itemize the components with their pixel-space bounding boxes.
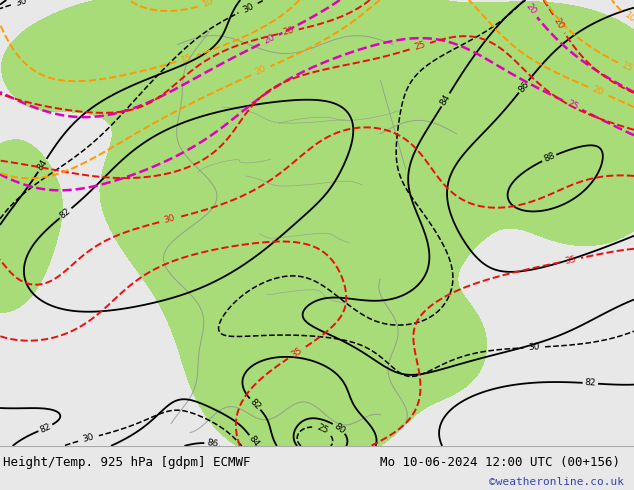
Text: 20: 20 bbox=[282, 26, 295, 37]
Text: ©weatheronline.co.uk: ©weatheronline.co.uk bbox=[489, 477, 624, 487]
Text: 15: 15 bbox=[621, 61, 634, 74]
Text: 25: 25 bbox=[566, 99, 579, 112]
Text: 25: 25 bbox=[413, 40, 427, 52]
Text: 20: 20 bbox=[524, 1, 538, 16]
Text: 35: 35 bbox=[290, 346, 304, 360]
Text: 82: 82 bbox=[58, 206, 73, 220]
Text: 35: 35 bbox=[564, 254, 577, 266]
Text: 20: 20 bbox=[262, 33, 276, 46]
Text: 80: 80 bbox=[332, 421, 347, 435]
Text: 25: 25 bbox=[316, 423, 330, 436]
Text: 20: 20 bbox=[552, 17, 566, 31]
Text: 82: 82 bbox=[39, 421, 53, 435]
Text: 84: 84 bbox=[439, 93, 452, 107]
Text: 10: 10 bbox=[201, 0, 215, 9]
Text: 84: 84 bbox=[247, 434, 261, 449]
Text: 20: 20 bbox=[254, 64, 268, 77]
Text: 30: 30 bbox=[241, 1, 256, 15]
Text: 20: 20 bbox=[591, 85, 605, 98]
Text: 88: 88 bbox=[542, 151, 556, 164]
Text: Height/Temp. 925 hPa [gdpm] ECMWF: Height/Temp. 925 hPa [gdpm] ECMWF bbox=[3, 456, 250, 469]
Text: 82: 82 bbox=[248, 397, 262, 412]
Text: 82: 82 bbox=[585, 378, 596, 388]
Text: 30: 30 bbox=[163, 214, 176, 225]
Text: 86: 86 bbox=[205, 439, 219, 449]
Text: 30: 30 bbox=[15, 0, 28, 8]
Text: 10: 10 bbox=[623, 11, 634, 25]
Text: 84: 84 bbox=[36, 158, 49, 172]
Text: 30: 30 bbox=[82, 433, 95, 444]
Text: 15: 15 bbox=[180, 52, 193, 65]
Text: 30: 30 bbox=[528, 343, 540, 352]
Text: 86: 86 bbox=[517, 79, 531, 94]
Text: Mo 10-06-2024 12:00 UTC (00+156): Mo 10-06-2024 12:00 UTC (00+156) bbox=[380, 456, 621, 469]
